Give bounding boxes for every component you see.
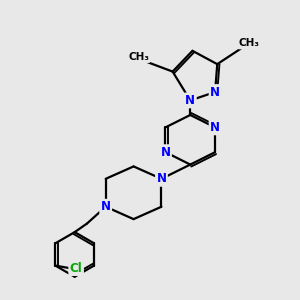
Text: N: N xyxy=(160,146,170,159)
Text: N: N xyxy=(210,121,220,134)
Text: N: N xyxy=(185,94,195,107)
Text: N: N xyxy=(157,172,166,185)
Text: N: N xyxy=(210,85,220,98)
Text: Cl: Cl xyxy=(70,262,83,275)
Text: CH₃: CH₃ xyxy=(128,52,149,62)
Text: CH₃: CH₃ xyxy=(239,38,260,48)
Text: N: N xyxy=(101,200,111,213)
